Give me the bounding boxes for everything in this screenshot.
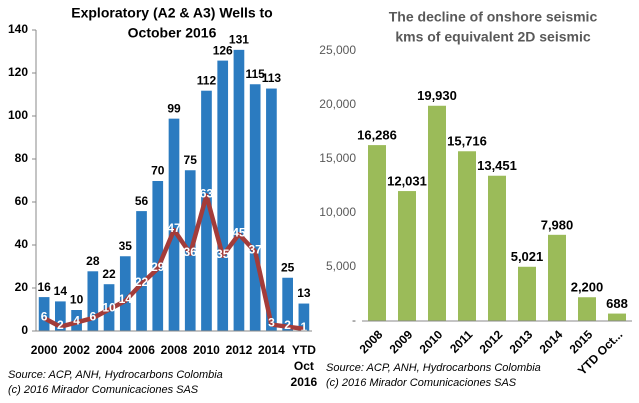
- bar: [248, 83, 262, 332]
- y-tick-label: 20: [15, 280, 29, 294]
- y-tick-label: -: [352, 313, 356, 327]
- line-value-label: 35: [216, 247, 230, 261]
- value-label: 126: [213, 43, 233, 57]
- line-value-label: 4: [73, 314, 80, 328]
- value-label: 115: [245, 67, 265, 81]
- chart-title: The decline of onshore seismic: [389, 9, 598, 25]
- value-label: 16: [37, 280, 51, 294]
- line-value-label: 37: [248, 243, 262, 257]
- bar: [608, 313, 626, 321]
- line-value-label: 6: [41, 309, 48, 323]
- line-value-label: 10: [102, 301, 116, 315]
- x-tick-label: YTD Oct 2016: [291, 343, 318, 389]
- x-tick-label: 2012: [226, 343, 253, 357]
- bar: [518, 266, 536, 321]
- line-value-label: 3: [268, 316, 275, 330]
- value-label: 113: [262, 71, 282, 85]
- bar: [488, 175, 506, 321]
- bar: [398, 191, 416, 321]
- line-value-label: 22: [135, 275, 149, 289]
- value-label: 19,930: [417, 88, 457, 103]
- line-value-label: 63: [200, 187, 214, 201]
- chart-title: Exploratory (A2 & A3) Wells to: [71, 5, 272, 21]
- value-label: 75: [184, 153, 198, 167]
- value-label: 25: [281, 260, 295, 274]
- y-tick-label: 120: [8, 65, 28, 79]
- line-value-label: 6: [89, 309, 96, 323]
- value-label: 131: [229, 33, 249, 47]
- value-label: 99: [167, 101, 181, 115]
- value-label: 13,451: [477, 158, 517, 173]
- bar: [135, 210, 148, 332]
- line-value-label: 47: [167, 221, 181, 235]
- y-tick-label: 15,000: [319, 151, 356, 165]
- y-tick-label: 20,000: [319, 97, 356, 111]
- y-tick-label: 140: [8, 22, 28, 36]
- line-value-label: 36: [184, 245, 198, 259]
- y-tick-label: 25,000: [319, 43, 356, 57]
- y-tick-label: 10,000: [319, 205, 356, 219]
- bar: [578, 297, 596, 321]
- y-tick-label: 40: [15, 237, 29, 251]
- credit: (c) 2016 Mirador Comunicaciones SAS: [8, 384, 199, 396]
- x-tick-label: 2014: [258, 343, 285, 357]
- y-tick-label: 60: [15, 194, 29, 208]
- x-tick-label: 2012: [477, 327, 506, 356]
- line-value-label: 29: [151, 260, 165, 274]
- x-tick-label: 2013: [507, 327, 536, 356]
- bar: [232, 48, 246, 332]
- value-label: 28: [86, 254, 100, 268]
- credit: (c) 2016 Mirador Comunicaciones SAS: [326, 377, 517, 389]
- line-value-label: 14: [119, 292, 133, 306]
- x-tick-label: 2002: [63, 343, 90, 357]
- value-label: 13: [297, 286, 311, 300]
- bar: [548, 234, 566, 321]
- value-label: 12,031: [387, 174, 427, 189]
- value-label: 5,021: [511, 249, 544, 264]
- x-tick-label: 2008: [357, 327, 386, 356]
- x-tick-label: 2009: [387, 327, 416, 356]
- line-value-label: 2: [57, 318, 64, 332]
- y-tick-label: 100: [8, 108, 28, 122]
- value-label: 7,980: [541, 217, 574, 232]
- bar: [368, 145, 386, 321]
- line: [43, 193, 305, 332]
- x-tick-label: 2006: [128, 343, 155, 357]
- value-label: 688: [606, 296, 628, 311]
- value-label: 15,716: [447, 134, 487, 149]
- line-value-label: 45: [232, 225, 246, 239]
- value-label: 14: [54, 284, 68, 298]
- chart-title: October 2016: [128, 25, 217, 41]
- value-label: 112: [197, 73, 217, 87]
- x-tick-label: 2000: [31, 343, 58, 357]
- source: Source: ACP, ANH, Hydrocarbons Colombia: [326, 362, 541, 374]
- bar: [216, 59, 230, 332]
- y-tick-label: 80: [15, 151, 29, 165]
- x-tick-label: 2004: [96, 343, 123, 357]
- x-tick-label: 2010: [417, 327, 446, 356]
- chart-title: kms of equivalent 2D seismic: [395, 29, 591, 45]
- value-label: 35: [119, 239, 133, 253]
- x-tick-label: 2011: [447, 327, 476, 356]
- bar: [265, 87, 278, 332]
- line-value-label: 2: [284, 318, 291, 332]
- bar: [428, 105, 446, 321]
- value-label: 2,200: [571, 280, 604, 295]
- x-tick-label: 2008: [161, 343, 188, 357]
- value-label: 56: [135, 194, 149, 208]
- value-label: 70: [151, 164, 165, 178]
- y-tick-label: 0: [21, 323, 28, 337]
- bar: [458, 151, 476, 321]
- x-tick-label: 2010: [193, 343, 220, 357]
- value-label: 10: [70, 293, 84, 307]
- source: Source: ACP, ANH, Hydrocarbons Colombia: [8, 369, 223, 381]
- x-tick-label: 2014: [537, 327, 566, 356]
- line-value-label: 1: [301, 320, 308, 334]
- value-label: 16,286: [357, 128, 397, 143]
- value-label: 22: [102, 267, 116, 281]
- y-tick-label: 5,000: [326, 259, 356, 273]
